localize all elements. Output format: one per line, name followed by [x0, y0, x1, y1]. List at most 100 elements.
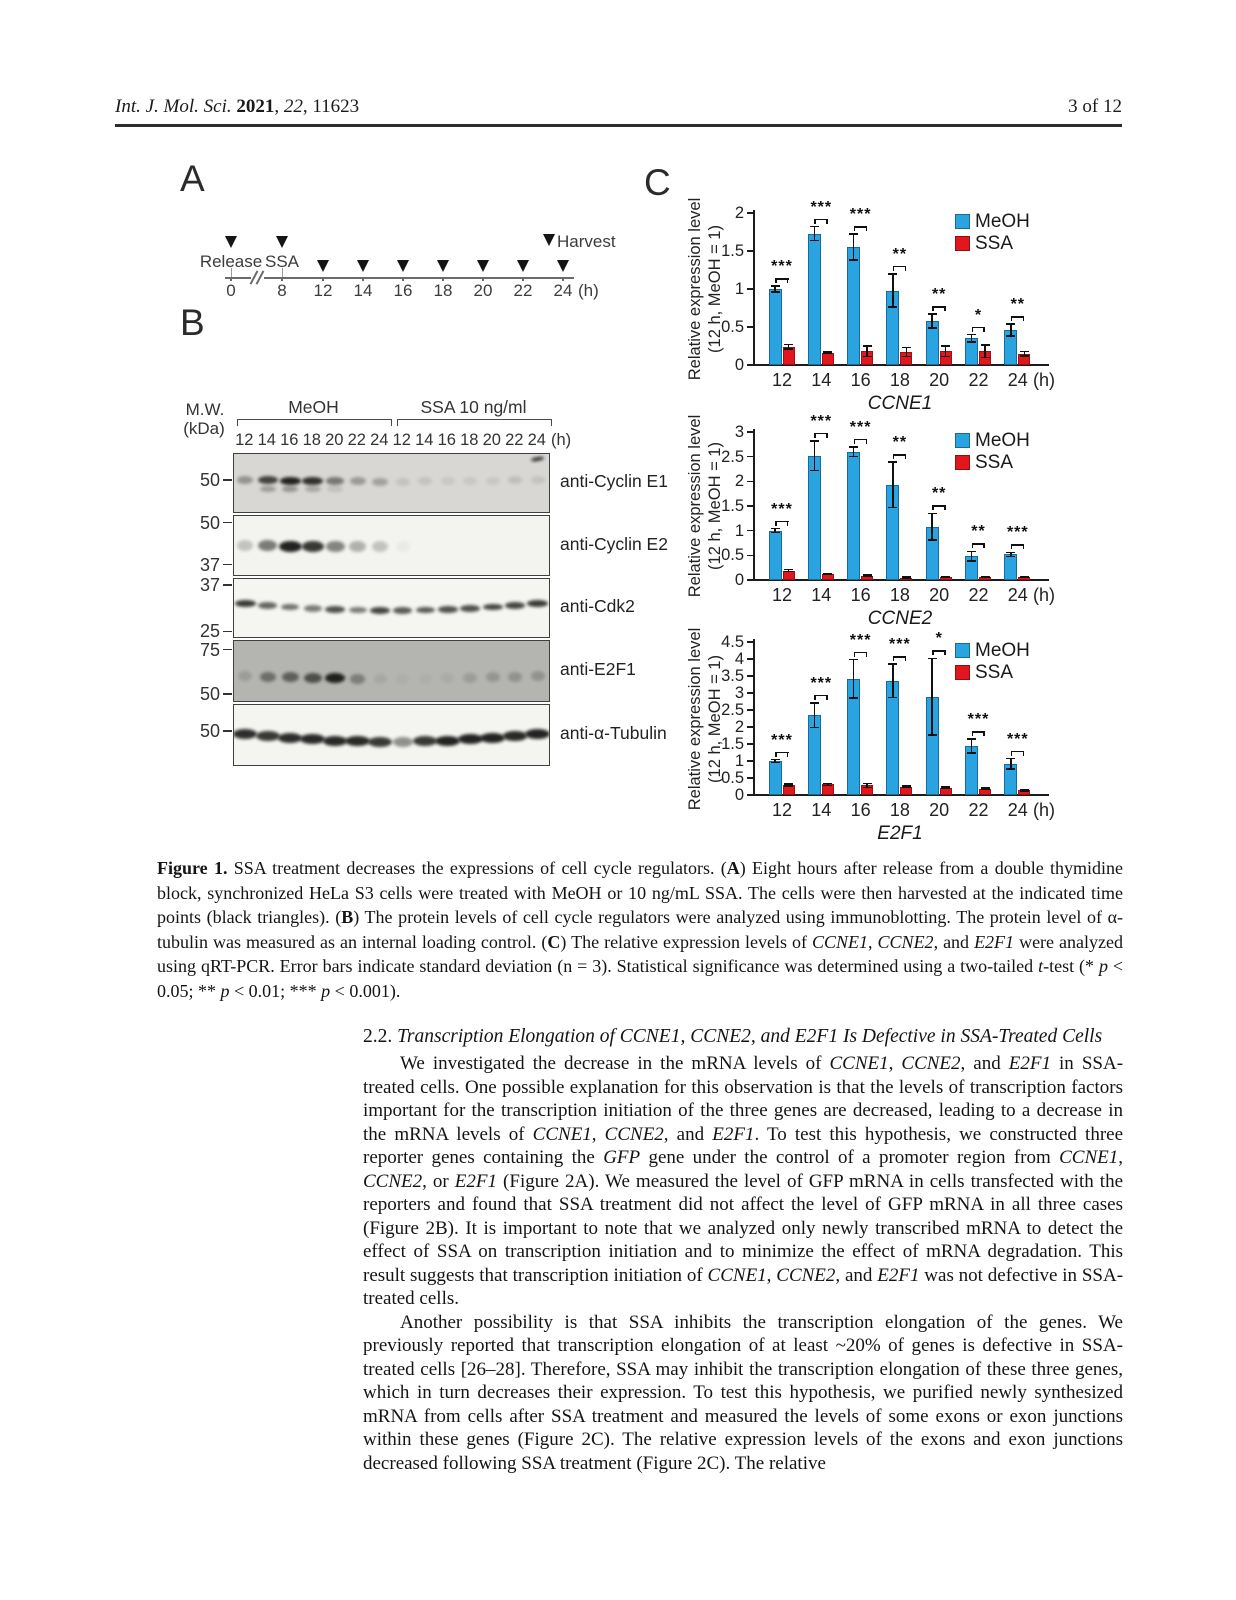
sig-bracket-tick — [1010, 544, 1013, 550]
x-tick-label: 14 — [811, 585, 832, 605]
x-tick-label: 22 — [968, 585, 989, 605]
y-tick-label: 0.5 — [721, 769, 744, 787]
x-tick-label: 14 — [811, 370, 832, 390]
x-unit-label: (h) — [1033, 585, 1055, 605]
mw-header-line2: (kDa) — [183, 419, 225, 438]
error-bar — [944, 346, 947, 357]
mw-marker-dash — [223, 584, 232, 586]
protein-band — [370, 607, 391, 614]
sig-bracket-tick — [971, 731, 974, 737]
lane-time-label: 18 — [302, 431, 321, 449]
legend-label: MeOH — [975, 430, 1030, 451]
timeline-tick — [522, 277, 524, 281]
x-axis — [753, 579, 1049, 581]
sig-bracket — [814, 218, 828, 221]
error-bar-cap — [770, 761, 780, 764]
y-tick — [747, 709, 753, 711]
error-bar-cap — [849, 446, 859, 448]
error-bar-cap — [1019, 350, 1029, 353]
bar-ssa — [821, 352, 834, 365]
sig-bracket — [892, 454, 907, 456]
label-connector-line — [230, 268, 232, 277]
lane-time-label: 12 — [392, 431, 411, 449]
timeline-tick — [322, 277, 324, 281]
sig-bracket — [853, 438, 868, 441]
ssa-legend-swatch-icon — [955, 455, 970, 470]
protein-band — [530, 670, 545, 681]
error-bar — [1010, 758, 1012, 769]
lane-time-label: 24 — [370, 431, 389, 449]
significance-stars: * — [974, 306, 983, 324]
error-bar-cap — [927, 657, 937, 660]
significance-stars: *** — [771, 731, 793, 749]
y-tick-label: 2 — [734, 718, 744, 736]
error-bar — [970, 334, 973, 343]
sig-bracket — [971, 543, 985, 545]
protein-band — [322, 735, 348, 746]
y-axis-title: Relative expression level (12 h, MeOH = 1… — [686, 414, 724, 598]
error-bar — [931, 513, 933, 541]
timeline-axis — [225, 277, 574, 279]
error-bar-cap — [888, 696, 898, 699]
sig-bracket-tick — [826, 694, 828, 700]
bar-meoh — [807, 455, 821, 580]
y-tick-label: 4 — [734, 650, 744, 668]
y-tick-label: 1.5 — [721, 497, 744, 515]
x-tick-label: 12 — [771, 585, 793, 605]
error-bar-cap — [770, 291, 780, 293]
sig-bracket-tick — [865, 438, 868, 444]
error-bar-cap — [980, 788, 990, 790]
lane-time-label: 18 — [460, 431, 479, 449]
antibody-label: anti-α-Tubulin — [560, 723, 667, 743]
y-tick-label: 3 — [734, 423, 744, 441]
significance-stars: *** — [810, 198, 833, 216]
sig-bracket — [814, 694, 828, 697]
sig-bracket-tick — [932, 650, 934, 656]
harvest-label: Harvest — [557, 232, 616, 251]
y-tick-label: 4.5 — [721, 633, 744, 651]
y-tick-label: 2.5 — [721, 447, 744, 466]
error-bar-cap — [849, 455, 859, 458]
error-bar-cap — [980, 787, 990, 789]
legend-label: SSA — [975, 452, 1014, 473]
protein-band — [508, 476, 523, 485]
protein-band-secondary — [282, 485, 299, 492]
error-bar-cap — [967, 738, 976, 741]
protein-band — [303, 672, 322, 683]
y-tick — [747, 326, 753, 328]
sig-bracket-tick — [865, 226, 868, 232]
sig-bracket-tick — [775, 277, 777, 283]
y-tick — [747, 794, 753, 796]
x-axis — [753, 794, 1049, 796]
error-bar-cap — [901, 576, 911, 578]
chart-title: CCNE2 — [867, 608, 933, 629]
timeline-tick-label: 16 — [393, 281, 413, 300]
significance-stars: *** — [849, 418, 872, 436]
error-bar-cap — [888, 306, 898, 309]
panel-a-label: A — [180, 158, 205, 199]
paragraph-1: We investigated the decrease in the mRNA… — [363, 1053, 1124, 1309]
y-tick — [747, 455, 753, 458]
error-bar — [905, 347, 908, 357]
sig-bracket-tick — [865, 651, 868, 657]
protein-band — [326, 477, 345, 486]
error-bar-cap — [901, 577, 911, 579]
sig-bracket — [775, 751, 789, 754]
sig-bracket-tick — [775, 751, 777, 757]
error-bar-cap — [1019, 355, 1029, 357]
protein-band — [301, 540, 324, 552]
sig-bracket-tick — [1010, 315, 1013, 321]
y-tick — [747, 726, 753, 728]
error-bar — [813, 702, 816, 728]
sig-bracket-tick — [826, 432, 828, 438]
lane-time-label: 12 — [235, 431, 254, 449]
sig-bracket-tick — [1022, 750, 1025, 756]
y-tick-label: 1 — [734, 752, 744, 770]
error-bar-cap — [888, 506, 898, 509]
blot-3 — [233, 578, 550, 638]
treatment-triangle-icon — [516, 260, 529, 272]
sig-bracket-tick — [853, 226, 856, 232]
error-bar-cap — [849, 658, 859, 661]
significance-stars: ** — [931, 485, 947, 503]
lane-time-label: 20 — [482, 431, 501, 449]
